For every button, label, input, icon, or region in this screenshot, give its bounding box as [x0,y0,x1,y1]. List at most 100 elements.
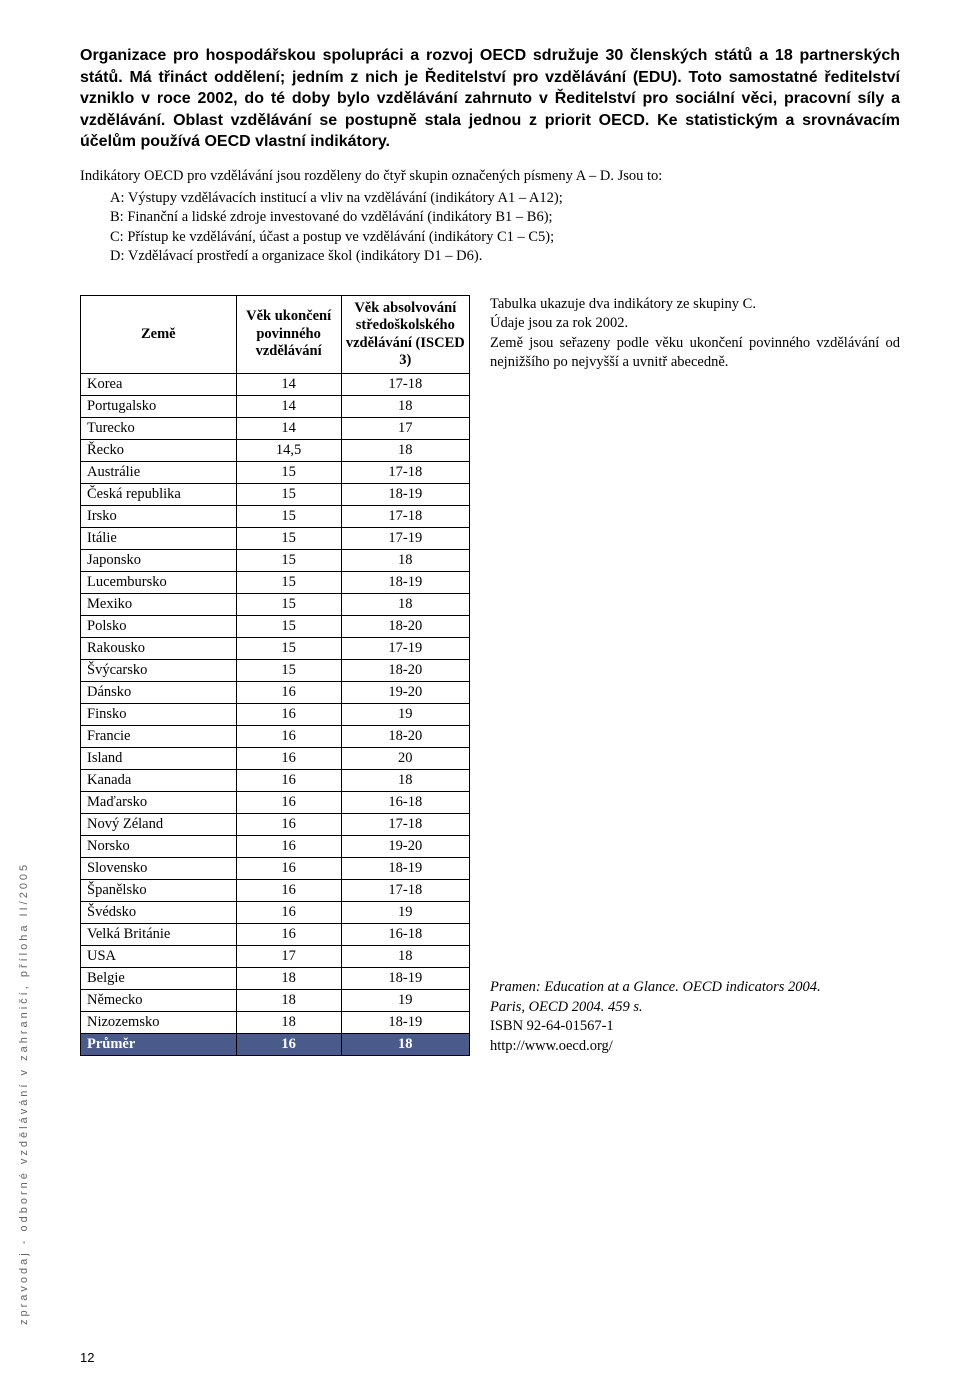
cell-age-end: 18 [236,968,341,990]
cell-country: Turecko [81,418,237,440]
cell-age-end: 18 [236,990,341,1012]
cell-age-grad: 18 [341,594,469,616]
cell-age-grad: 17-18 [341,374,469,396]
table-row: Turecko1417 [81,418,470,440]
cell-age-end: 14 [236,418,341,440]
table-row: USA1718 [81,946,470,968]
side-top-line: Údaje jsou za rok 2002. [490,314,900,334]
cell-country: Rakousko [81,638,237,660]
cell-country: Španělsko [81,880,237,902]
intro-paragraph: Organizace pro hospodářskou spolupráci a… [80,45,900,153]
cell-age-end: 16 [236,814,341,836]
cell-age-grad: 18-19 [341,968,469,990]
cell-country: Švýcarsko [81,660,237,682]
table-row: Portugalsko1418 [81,396,470,418]
cell-age-grad: 17 [341,418,469,440]
table-row: Lucembursko1518-19 [81,572,470,594]
cell-age-end: 15 [236,616,341,638]
cell-age-grad: 19 [341,902,469,924]
table-container: Země Věk ukončení povinného vzdělávání V… [80,295,470,1057]
cell-age-end: 16 [236,858,341,880]
table-row: Itálie1517-19 [81,528,470,550]
cell-age-end: 15 [236,594,341,616]
table-row: Řecko14,518 [81,440,470,462]
cell-country: Korea [81,374,237,396]
indicators-list: A: Výstupy vzdělávacích institucí a vliv… [110,189,900,267]
table-row: Německo1819 [81,990,470,1012]
cell-country: Česká republika [81,484,237,506]
side-bottom-line: http://www.oecd.org/ [490,1037,900,1057]
cell-age-grad: 16-18 [341,792,469,814]
cell-age-grad: 16-18 [341,924,469,946]
table-row-average: Průměr1618 [81,1034,470,1056]
table-row: Nizozemsko1818-19 [81,1012,470,1034]
table-row: Mexiko1518 [81,594,470,616]
cell-country: Austrálie [81,462,237,484]
col-country: Země [81,295,237,374]
cell-age-grad: 17-18 [341,814,469,836]
cell-age-end: 14,5 [236,440,341,462]
table-row: Irsko1517-18 [81,506,470,528]
table-row: Slovensko1618-19 [81,858,470,880]
cell-age-end: 16 [236,726,341,748]
table-row: Polsko1518-20 [81,616,470,638]
table-row: Švédsko1619 [81,902,470,924]
cell-country: Velká Británie [81,924,237,946]
cell-age-grad: 19 [341,990,469,1012]
vertical-page-label: zpravodaj - odborné vzdělávání v zahrani… [18,862,30,1325]
cell-country: Polsko [81,616,237,638]
table-row: Kanada1618 [81,770,470,792]
cell-age-end: 16 [236,792,341,814]
col-age-end: Věk ukončení povinného vzdělávání [236,295,341,374]
cell-age-grad: 18-20 [341,660,469,682]
cell-age-grad: 18-19 [341,858,469,880]
cell-country: Německo [81,990,237,1012]
cell-country: Irsko [81,506,237,528]
cell-country: Řecko [81,440,237,462]
cell-age-grad: 18-19 [341,572,469,594]
cell-country: Island [81,748,237,770]
cell-age-end: 16 [236,924,341,946]
cell-age-grad: 18-19 [341,484,469,506]
side-top-line: Tabulka ukazuje dva indikátory ze skupin… [490,295,900,315]
cell-country: Japonsko [81,550,237,572]
indicator-item: B: Finanční a lidské zdroje investované … [110,208,900,228]
cell-country: Nový Zéland [81,814,237,836]
cell-age-grad: 18 [341,946,469,968]
cell-age-end: 16 [236,836,341,858]
cell-age-end: 15 [236,506,341,528]
cell-country: Mexiko [81,594,237,616]
cell-country: Švédsko [81,902,237,924]
cell-age-grad: 18 [341,770,469,792]
cell-country: Dánsko [81,682,237,704]
table-row: Francie1618-20 [81,726,470,748]
cell-country: Nizozemsko [81,1012,237,1034]
cell-age-end: 18 [236,1012,341,1034]
cell-age-grad: 17-18 [341,462,469,484]
cell-age-end: 14 [236,396,341,418]
side-bottom-line: ISBN 92-64-01567-1 [490,1017,900,1037]
table-row: Finsko1619 [81,704,470,726]
cell-age-grad: 18-20 [341,726,469,748]
cell-age-end: 15 [236,572,341,594]
cell-age-grad: 17-18 [341,506,469,528]
cell-country: Francie [81,726,237,748]
cell-age-grad: 19-20 [341,836,469,858]
side-bottom-line: Paris, OECD 2004. 459 s. [490,998,900,1018]
cell-age-end: 15 [236,660,341,682]
cell-country: Lucembursko [81,572,237,594]
cell-country: Portugalsko [81,396,237,418]
table-row: Švýcarsko1518-20 [81,660,470,682]
cell-age-end: 16 [236,682,341,704]
cell-country: Maďarsko [81,792,237,814]
cell-age-end: 16 [236,880,341,902]
table-row: Nový Zéland1617-18 [81,814,470,836]
cell-age-end: 15 [236,528,341,550]
cell-age-grad: 19 [341,704,469,726]
cell-age-end: 15 [236,550,341,572]
indicator-item: A: Výstupy vzdělávacích institucí a vliv… [110,189,900,209]
table-row: Česká republika1518-19 [81,484,470,506]
table-row: Belgie1818-19 [81,968,470,990]
table-row: Island1620 [81,748,470,770]
table-row: Austrálie1517-18 [81,462,470,484]
